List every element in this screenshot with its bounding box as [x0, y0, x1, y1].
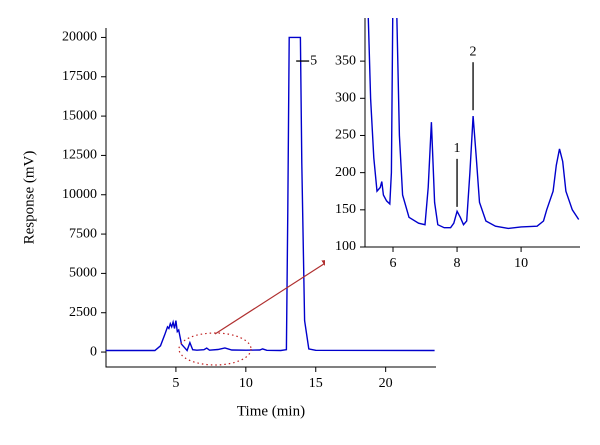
zoom-arrow — [214, 259, 331, 335]
data-line — [106, 36, 435, 352]
x-tick-label: 8 — [454, 256, 461, 271]
y-tick-label: 7500 — [69, 226, 97, 241]
peak-label: 1 — [454, 141, 461, 156]
inset-background — [325, 18, 585, 272]
y-tick-label: 200 — [335, 165, 356, 180]
y-axis-label: Response (mV) — [21, 151, 37, 245]
y-tick-label: 100 — [335, 239, 356, 254]
y-tick-label: 5000 — [69, 266, 97, 281]
x-tick-label: 6 — [390, 256, 397, 271]
y-tick-label: 15000 — [62, 108, 97, 123]
peak-label: 2 — [470, 44, 477, 59]
y-tick-label: 250 — [335, 128, 356, 143]
highlight-ellipse — [178, 332, 252, 366]
x-tick-label: 20 — [379, 376, 393, 391]
y-tick-label: 10000 — [62, 187, 97, 202]
y-tick-label: 300 — [335, 91, 356, 106]
main-plot: 0 2500 5000 7500 10000 12500 15000 17500 20000 5 1… — [21, 28, 436, 419]
y-tick-label: 350 — [335, 53, 356, 68]
axes — [105, 28, 436, 368]
x-axis-label: Time (min) — [237, 403, 305, 419]
x-tick-label: 10 — [239, 376, 253, 391]
y-tick-label: 12500 — [62, 148, 97, 163]
y-tick-label: 20000 — [62, 30, 97, 45]
x-tick-label: 5 — [172, 376, 179, 391]
x-tick-label: 15 — [309, 376, 323, 391]
y-tick-label: 0 — [90, 344, 97, 359]
data-line — [367, 18, 580, 230]
x-tick-label: 10 — [514, 256, 528, 271]
y-tick-label: 2500 — [69, 305, 97, 320]
y-tick-label: 17500 — [62, 69, 97, 84]
y-tick-label: 150 — [335, 202, 356, 217]
peak-label: 5 — [310, 53, 317, 68]
